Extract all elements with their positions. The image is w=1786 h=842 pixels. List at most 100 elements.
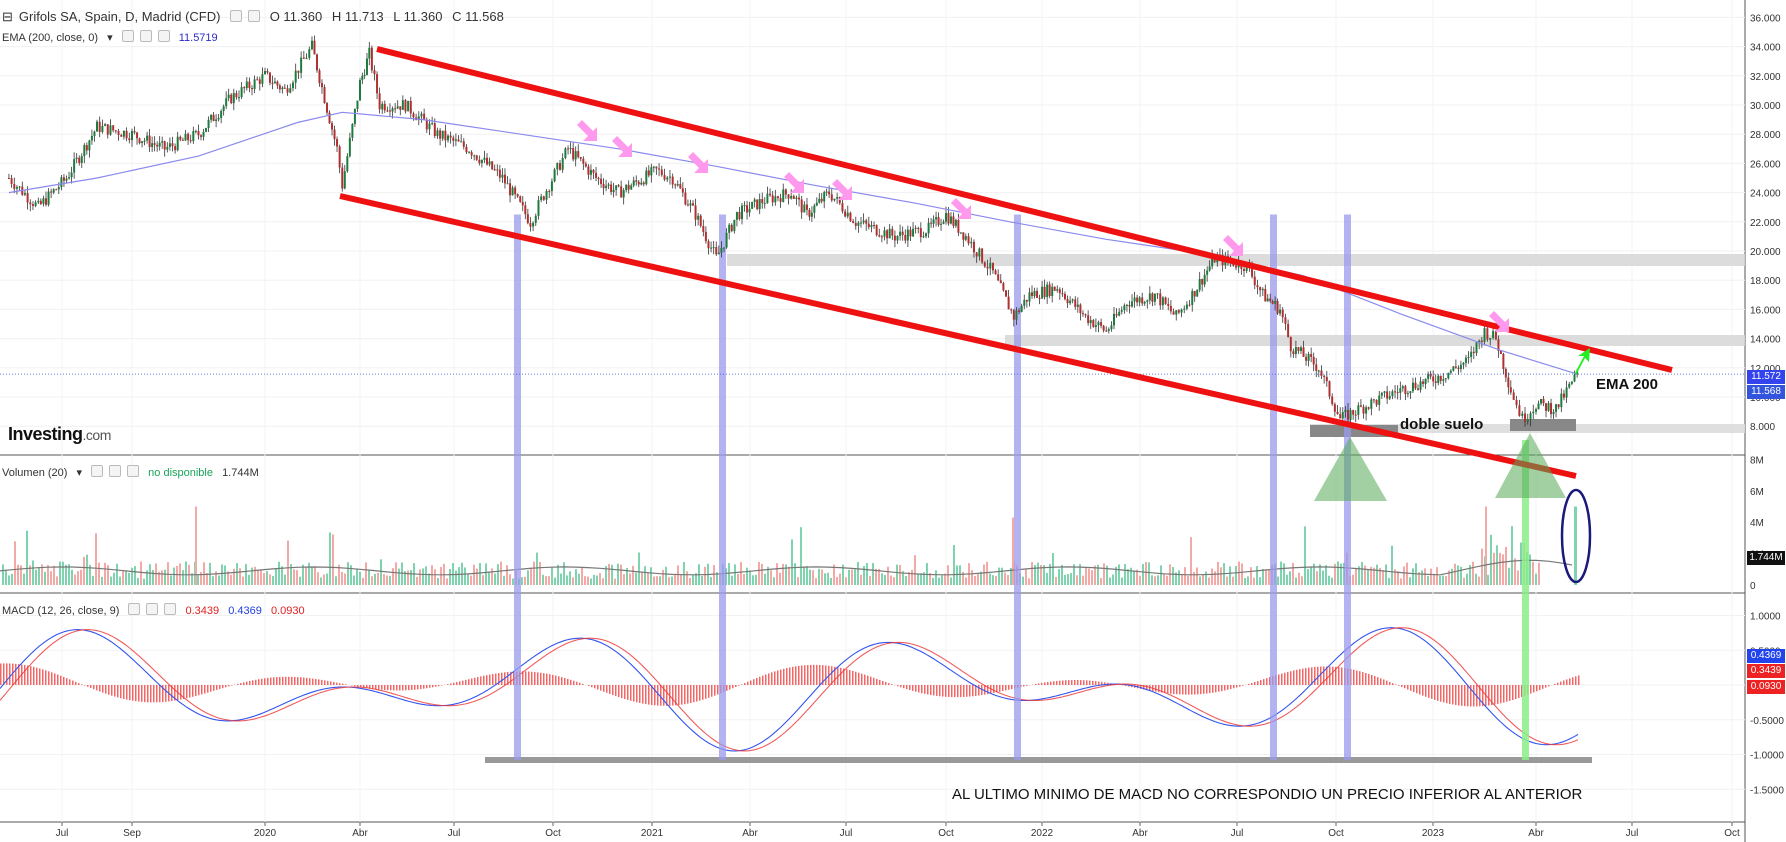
candle-body: [1341, 411, 1344, 419]
macd-hist-bar: [633, 685, 635, 702]
candle-body: [1399, 388, 1402, 393]
dropdown-icon[interactable]: ▾: [76, 467, 83, 479]
volume-bar: [815, 578, 817, 585]
volume-close-icon[interactable]: [127, 465, 140, 477]
candle-body: [404, 100, 407, 112]
volume-bar: [944, 573, 946, 585]
candle-body: [138, 138, 141, 144]
visibility-icon[interactable]: [248, 10, 261, 22]
candle-body: [735, 211, 738, 220]
settings-icon[interactable]: [230, 10, 243, 22]
ema-visibility-icon[interactable]: [139, 30, 152, 42]
candle-body: [363, 74, 366, 76]
macd-settings-icon[interactable]: [128, 603, 141, 615]
macd-hist-bar: [12, 663, 14, 685]
candle-body: [18, 186, 21, 188]
macd-hist-bar: [216, 685, 218, 690]
macd-hist-bar: [1353, 669, 1355, 685]
macd-hist-bar: [192, 685, 194, 697]
collapse-icon[interactable]: ⊟: [2, 9, 13, 24]
volume-bar: [1487, 574, 1489, 585]
candle-body: [1409, 391, 1412, 394]
volume-bar: [77, 571, 79, 585]
candle-body: [75, 157, 78, 160]
volume-bar: [140, 561, 142, 585]
candle-body: [779, 198, 782, 202]
candle-body: [1434, 381, 1437, 383]
candle-body: [1411, 382, 1414, 392]
candle-body: [1143, 301, 1146, 304]
ema-settings-icon[interactable]: [121, 30, 134, 42]
macd-hist-bar: [1305, 668, 1307, 685]
candle-body: [820, 198, 823, 202]
ema-close-icon[interactable]: [157, 30, 170, 42]
candle-body: [548, 191, 551, 193]
volume-bar: [191, 573, 193, 585]
volume-bar: [752, 575, 754, 585]
candle-body: [622, 190, 625, 198]
volume-bar: [554, 577, 556, 585]
volume-bar: [38, 567, 40, 585]
candle-body: [1113, 313, 1116, 326]
macd-hist-bar: [30, 666, 32, 685]
candle-body: [457, 139, 460, 142]
macd-hist-bar: [1182, 685, 1184, 695]
macd-close-icon[interactable]: [164, 603, 177, 615]
macd-hist-bar: [387, 685, 389, 691]
macd-hist-bar: [507, 672, 509, 685]
volume-bar: [173, 567, 175, 585]
volume-bar: [341, 572, 343, 585]
candle-body: [454, 139, 457, 141]
candle-body: [912, 228, 915, 237]
candle-body: [725, 232, 728, 248]
volume-settings-icon[interactable]: [91, 465, 104, 477]
volume-bar: [14, 541, 16, 585]
volume-bar: [1226, 576, 1228, 585]
macd-hist-bar: [1569, 678, 1571, 685]
volume-visibility-icon[interactable]: [109, 465, 122, 477]
volume-bar: [53, 565, 55, 585]
macd-hist-bar: [1521, 685, 1523, 697]
volume-bar: [62, 561, 64, 585]
volume-bar: [47, 565, 49, 585]
candle-body: [1422, 381, 1425, 384]
macd-hist-bar: [435, 685, 437, 687]
macd-visibility-icon[interactable]: [146, 603, 159, 615]
volume-bar: [569, 571, 571, 585]
volume-bar: [248, 574, 250, 585]
volume-bar: [1445, 576, 1447, 585]
pink-arrow-head: [688, 152, 708, 173]
candle-body: [1497, 339, 1500, 351]
candle-body: [556, 163, 559, 170]
volume-bar: [44, 571, 46, 585]
candle-body: [13, 184, 16, 189]
dropdown-icon[interactable]: ▾: [107, 32, 113, 44]
vertical-marker: [514, 214, 521, 760]
candle-body: [289, 88, 292, 93]
candle-body: [90, 135, 93, 141]
candle-body: [70, 172, 73, 178]
candle-body: [396, 106, 399, 109]
volume-bar: [620, 564, 622, 585]
pink-arrow-head: [612, 136, 632, 157]
macd-hist-bar: [75, 681, 77, 685]
green-triangle-1: [1314, 437, 1387, 501]
volume-bar: [1205, 571, 1207, 585]
candle-body: [815, 202, 818, 206]
volume-bar: [1532, 561, 1534, 585]
candle-body: [1211, 256, 1214, 267]
macd-hist-bar: [1065, 680, 1067, 685]
volume-bar: [671, 576, 673, 585]
macd-hist-bar: [1101, 681, 1103, 685]
macd-hist-bar: [210, 685, 212, 692]
candle-body: [1120, 310, 1123, 312]
candle-body: [394, 108, 397, 110]
macd-hist-bar: [1047, 682, 1049, 685]
macd-hist-bar: [1500, 685, 1502, 704]
price-tick-label: 36.000: [1750, 13, 1781, 24]
macd-hist-bar: [1161, 685, 1163, 693]
macd-hist-bar: [1062, 680, 1064, 685]
volume-bar: [56, 576, 58, 585]
macd-hist-bar: [813, 664, 815, 685]
macd-hist-bar: [624, 685, 626, 700]
